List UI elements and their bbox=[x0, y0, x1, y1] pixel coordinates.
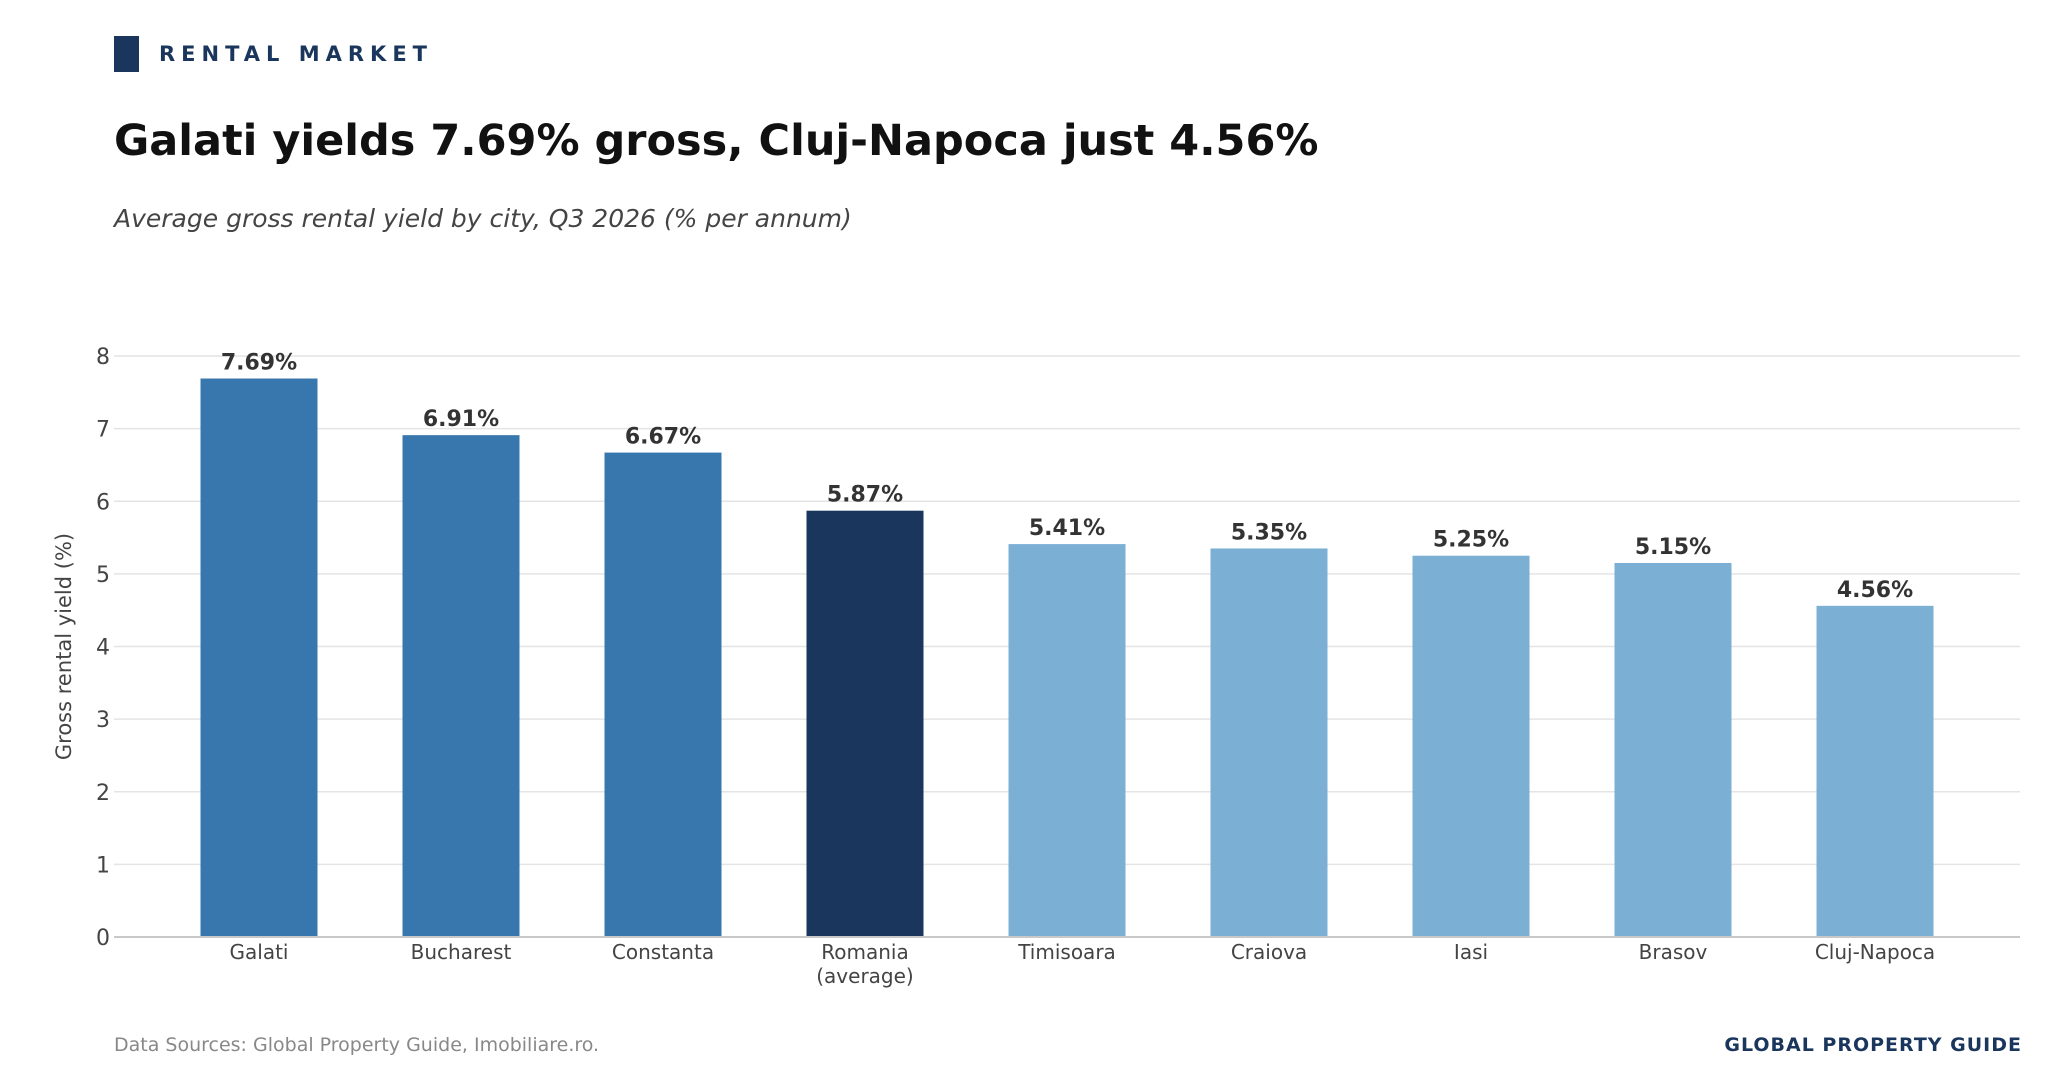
x-tick-label: Timisoara bbox=[1017, 940, 1116, 964]
kicker-text: RENTAL MARKET bbox=[159, 42, 433, 66]
value-label: 6.91% bbox=[423, 407, 499, 432]
x-tick-label: Iasi bbox=[1454, 940, 1488, 964]
y-tick-label: 5 bbox=[96, 563, 110, 588]
x-tick-label: Constanta bbox=[612, 940, 714, 964]
bar bbox=[1412, 555, 1530, 937]
bar bbox=[402, 435, 520, 937]
y-tick-label: 6 bbox=[96, 490, 110, 515]
bar bbox=[1614, 562, 1732, 937]
chart-title: Galati yields 7.69% gross, Cluj-Napoca j… bbox=[114, 116, 1319, 166]
bar bbox=[1816, 605, 1934, 937]
x-tick-label: Cluj-Napoca bbox=[1815, 940, 1935, 964]
data-source-note: Data Sources: Global Property Guide, Imo… bbox=[114, 1034, 600, 1056]
x-tick-label: Galati bbox=[230, 940, 289, 964]
chart-subtitle: Average gross rental yield by city, Q3 2… bbox=[114, 204, 852, 233]
x-tick-label: Brasov bbox=[1639, 940, 1708, 964]
bar bbox=[806, 510, 924, 937]
value-label: 5.35% bbox=[1231, 520, 1307, 545]
value-label: 5.15% bbox=[1635, 535, 1711, 560]
value-label: 4.56% bbox=[1837, 578, 1913, 603]
y-tick-label: 1 bbox=[96, 853, 110, 878]
y-tick-label: 3 bbox=[96, 708, 110, 733]
bar bbox=[200, 378, 318, 937]
y-tick-label: 4 bbox=[96, 636, 110, 661]
kicker: RENTAL MARKET bbox=[114, 36, 433, 72]
x-tick-label: Craiova bbox=[1231, 940, 1307, 964]
value-label: 5.41% bbox=[1029, 516, 1105, 541]
kicker-mark bbox=[114, 36, 139, 72]
brand-name: GLOBAL PROPERTY GUIDE bbox=[1724, 1034, 2022, 1056]
bar bbox=[1008, 544, 1126, 937]
x-tick-label: Bucharest bbox=[411, 940, 512, 964]
value-label: 6.67% bbox=[625, 425, 701, 450]
value-label: 5.87% bbox=[827, 483, 903, 508]
bar bbox=[1210, 548, 1328, 937]
y-axis-label: Gross rental yield (%) bbox=[52, 533, 76, 760]
value-label: 7.69% bbox=[221, 351, 297, 376]
y-tick-label: 2 bbox=[96, 781, 110, 806]
x-tick-label: Romania (average) bbox=[816, 940, 913, 988]
y-tick-label: 7 bbox=[96, 418, 110, 443]
y-tick-label: 0 bbox=[96, 926, 110, 951]
y-tick-label: 8 bbox=[96, 345, 110, 370]
value-label: 5.25% bbox=[1433, 528, 1509, 553]
bar bbox=[604, 452, 722, 937]
